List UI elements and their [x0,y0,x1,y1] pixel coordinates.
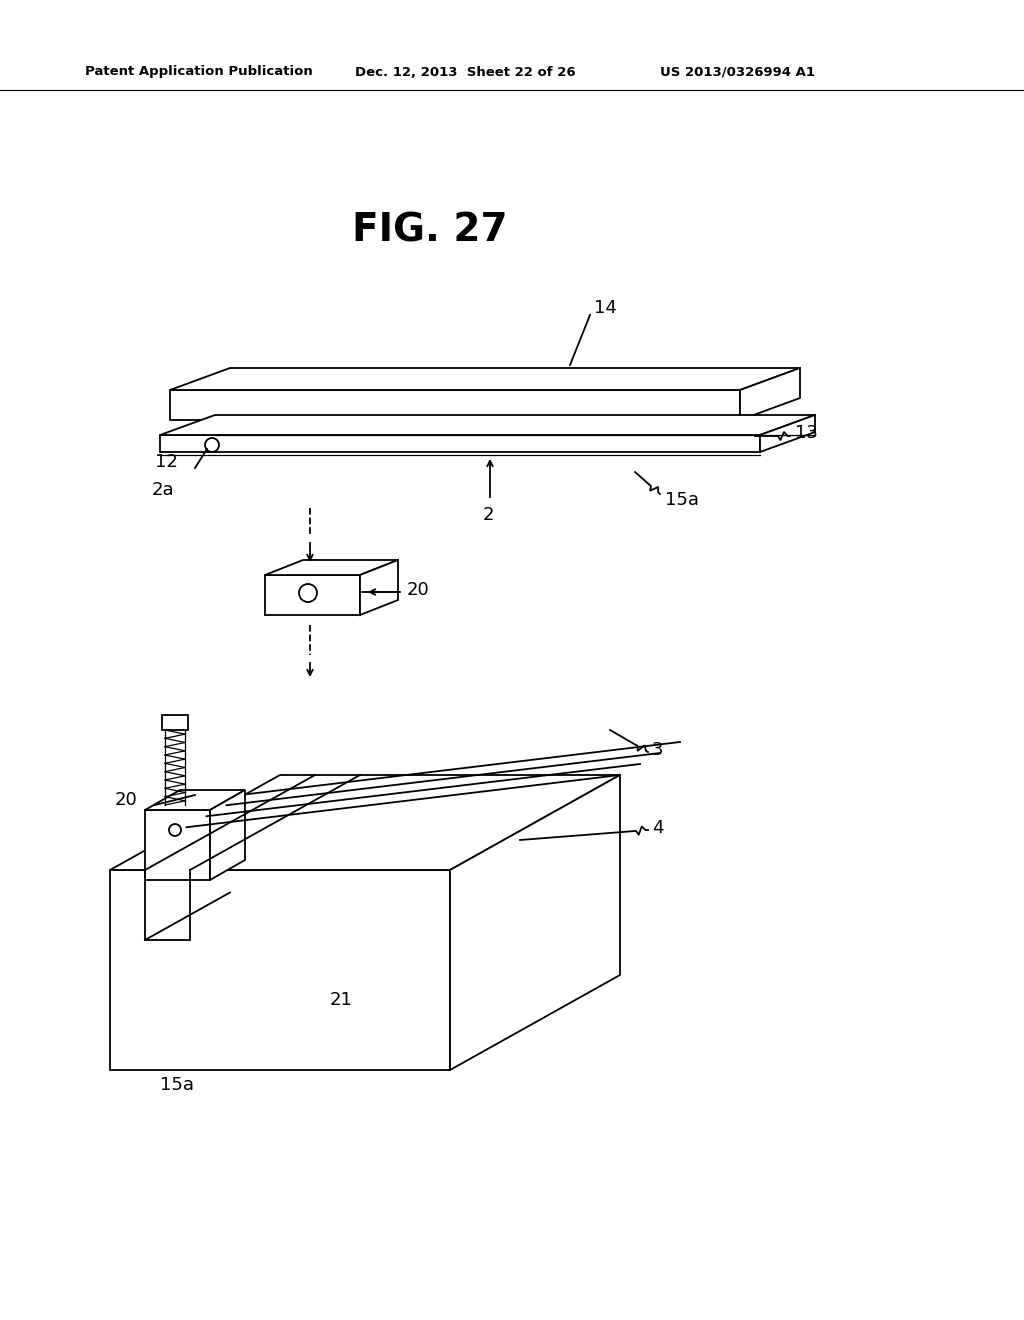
Polygon shape [360,560,398,615]
Polygon shape [210,789,245,880]
Polygon shape [145,810,210,880]
Text: FIG. 27: FIG. 27 [352,211,508,249]
Text: 3: 3 [652,741,664,759]
Text: 13: 13 [795,424,818,442]
Text: 12: 12 [155,453,178,471]
Polygon shape [265,576,360,615]
Text: US 2013/0326994 A1: US 2013/0326994 A1 [660,66,815,78]
Text: 20: 20 [407,581,430,599]
Text: 21: 21 [330,991,353,1008]
Polygon shape [110,775,620,870]
Text: Patent Application Publication: Patent Application Publication [85,66,312,78]
Polygon shape [265,560,398,576]
Polygon shape [170,368,800,389]
Polygon shape [740,368,800,420]
Text: Dec. 12, 2013  Sheet 22 of 26: Dec. 12, 2013 Sheet 22 of 26 [355,66,575,78]
Polygon shape [110,870,450,1071]
Text: 2a: 2a [152,480,175,499]
Text: 15a: 15a [160,1076,194,1094]
Polygon shape [170,389,740,420]
Text: 20: 20 [115,791,138,809]
Text: 2: 2 [482,506,494,524]
Polygon shape [145,789,245,810]
Polygon shape [760,414,815,451]
Polygon shape [450,775,620,1071]
Text: 14: 14 [594,300,616,317]
Text: 15a: 15a [665,491,699,510]
Polygon shape [162,715,188,730]
Polygon shape [160,436,760,451]
Polygon shape [160,414,815,436]
Text: 4: 4 [652,818,664,837]
